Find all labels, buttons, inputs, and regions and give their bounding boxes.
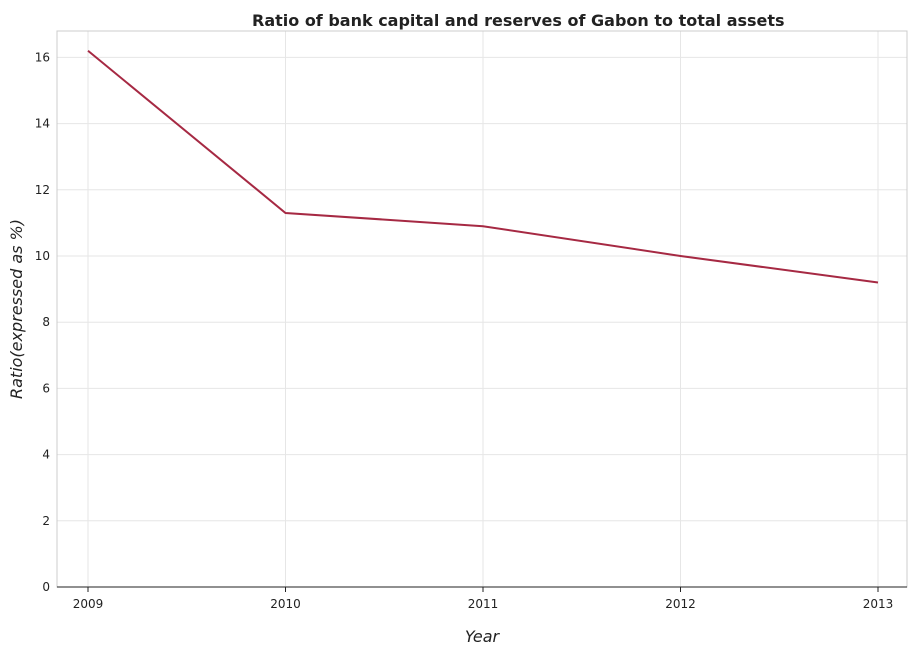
y-axis-label: Ratio(expressed as %) [7, 219, 26, 399]
y-tick-label: 6 [42, 381, 50, 395]
y-tick-label: 4 [42, 448, 50, 462]
axis-ticks: 0 2 4 6 8 10 12 14 16 2009 2010 2011 2012 2013 [35, 50, 907, 611]
x-tick-label: 2010 [270, 597, 301, 611]
y-tick-label: 0 [42, 580, 50, 594]
x-tick-label: 2012 [665, 597, 696, 611]
y-tick-label: 12 [35, 183, 50, 197]
plot-frame [56, 30, 908, 588]
x-tick-label: 2013 [863, 597, 894, 611]
y-tick-label: 2 [42, 514, 50, 528]
x-tick-label: 2011 [468, 597, 499, 611]
chart-title: Ratio of bank capital and reserves of Ga… [252, 11, 785, 30]
y-tick-label: 16 [35, 50, 50, 64]
y-tick-label: 10 [35, 249, 50, 263]
x-axis-label: Year [465, 627, 501, 646]
grid-lines [57, 31, 907, 588]
y-tick-label: 8 [42, 315, 50, 329]
y-tick-label: 14 [35, 117, 50, 131]
x-tick-label: 2009 [73, 597, 104, 611]
series-line [87, 50, 879, 284]
